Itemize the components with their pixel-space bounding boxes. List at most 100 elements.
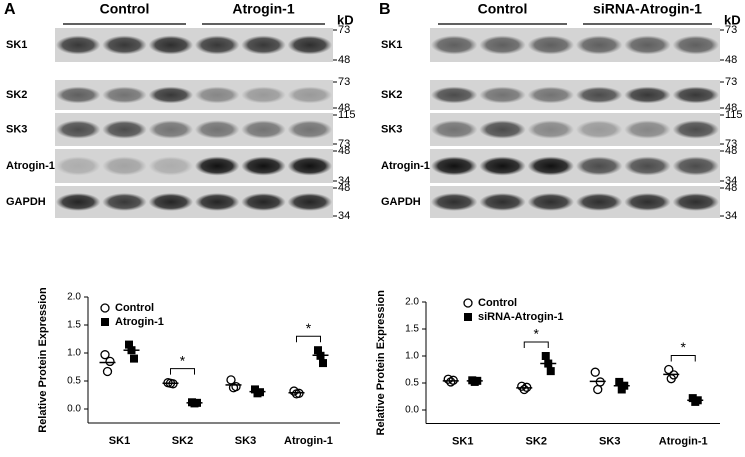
blot-band — [194, 35, 240, 55]
panel-letter: A — [4, 1, 16, 18]
x-tick-label: SK1 — [452, 435, 473, 447]
row-label: SK3 — [381, 123, 402, 135]
blot-band — [287, 86, 333, 104]
marker-label: 73 — [725, 138, 737, 150]
x-tick-label: SK3 — [599, 435, 620, 447]
marker-label: 48 — [338, 145, 350, 157]
blot-band — [527, 156, 575, 176]
point — [546, 367, 555, 376]
significance-bracket — [523, 341, 549, 348]
blot-band — [479, 35, 526, 55]
marker-label: 73 — [725, 24, 737, 36]
marker-label: 48 — [725, 54, 737, 66]
blot-strip — [430, 149, 720, 183]
legend-label: Atrogin-1 — [115, 316, 164, 328]
point — [231, 381, 241, 392]
significance-star: * — [180, 352, 186, 368]
point — [464, 313, 472, 321]
legend-label: siRNA-Atrogin-1 — [478, 311, 564, 323]
blot-band — [241, 120, 286, 139]
x-tick-label: SK1 — [109, 435, 130, 447]
blot-band — [430, 193, 478, 211]
marker-label: 34 — [338, 210, 350, 222]
row-label: GAPDH — [381, 196, 421, 208]
blot-band — [287, 35, 333, 55]
blot-band — [241, 156, 286, 176]
blot-band — [672, 120, 720, 139]
y-tick-label: 2.0 — [67, 292, 81, 303]
blot-band — [148, 193, 194, 211]
marker-label: 34 — [725, 175, 737, 187]
blot-strip — [430, 186, 720, 218]
blot-band — [430, 120, 478, 139]
blot-band — [527, 86, 575, 104]
point — [590, 367, 600, 377]
point — [289, 386, 299, 396]
blot-band — [55, 193, 101, 211]
unit-label: kD — [337, 12, 354, 27]
legend-label: Control — [478, 297, 517, 309]
panel-letter: B — [379, 1, 391, 18]
blot-band — [672, 35, 720, 55]
y-tick-label: 0.0 — [405, 405, 419, 416]
y-tick-label: 0.0 — [67, 404, 81, 415]
row-label: Atrogin-1 — [6, 160, 55, 172]
significance-star: * — [534, 326, 540, 342]
blot-band — [527, 120, 575, 139]
y-tick-label: 2.0 — [405, 297, 419, 308]
blot-band — [55, 35, 101, 55]
y-tick-label: 1.5 — [405, 324, 419, 335]
blot-band — [672, 86, 720, 104]
x-tick-label: Atrogin-1 — [284, 435, 333, 447]
marker-label: 115 — [725, 109, 743, 121]
blot-band — [102, 86, 147, 104]
blot-strip — [55, 28, 333, 62]
x-tick-label: Atrogin-1 — [659, 435, 708, 447]
marker-label: 48 — [725, 145, 737, 157]
blot-strip — [55, 149, 333, 183]
marker-label: 34 — [338, 175, 350, 187]
blot-strip — [430, 113, 720, 146]
marker-label: 73 — [338, 24, 350, 36]
point — [319, 359, 327, 368]
blot-band — [241, 35, 286, 55]
row-label: GAPDH — [6, 196, 46, 208]
significance-star: * — [681, 339, 687, 355]
point — [615, 377, 624, 386]
point — [100, 303, 110, 313]
marker-label: 48 — [725, 102, 737, 114]
significance-bracket — [170, 368, 195, 375]
row-label: SK2 — [6, 89, 27, 101]
point — [664, 364, 674, 375]
blot-strip — [430, 28, 720, 62]
significance-star: * — [306, 320, 312, 336]
x-tick-label: SK2 — [526, 435, 547, 447]
group-label: Control — [478, 1, 528, 17]
point — [443, 374, 453, 384]
blot-band — [575, 193, 623, 211]
row-label: SK1 — [6, 39, 27, 51]
blot-band — [575, 35, 623, 55]
marker-label: 48 — [338, 54, 350, 66]
blot-strip — [55, 113, 333, 146]
marker-label: 73 — [338, 76, 350, 88]
unit-label: kD — [724, 12, 741, 27]
blot-strip — [55, 80, 333, 110]
point — [100, 350, 110, 360]
blot-band — [527, 193, 575, 211]
blot-band — [479, 156, 526, 176]
y-tick-label: 1.0 — [405, 351, 419, 362]
blot-band — [55, 120, 101, 139]
blot-band — [148, 35, 194, 55]
marker-label: 48 — [725, 182, 737, 194]
blot-band — [148, 120, 194, 139]
row-label: Atrogin-1 — [381, 160, 430, 172]
blot-band — [479, 86, 526, 104]
marker-label: 73 — [725, 76, 737, 88]
blot-band — [624, 35, 671, 55]
blot-band — [287, 120, 333, 139]
blot-band — [241, 86, 286, 104]
blot-band — [194, 120, 240, 139]
blot-band — [102, 35, 147, 55]
